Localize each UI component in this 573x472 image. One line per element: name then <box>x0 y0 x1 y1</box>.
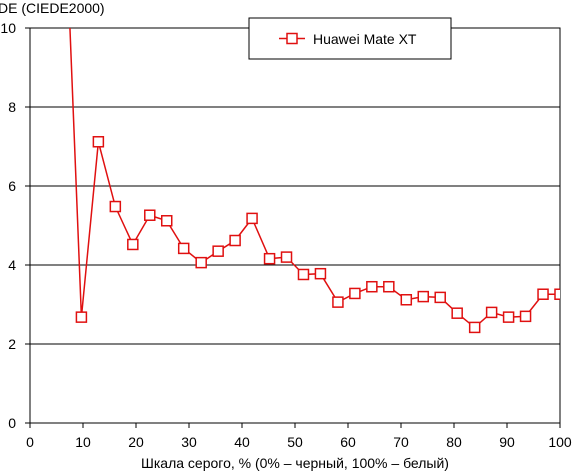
x-tick-label: 10 <box>75 434 91 450</box>
data-point-marker <box>332 296 344 308</box>
legend-marker-swatch <box>286 32 298 45</box>
y-tick-label: 4 <box>8 257 16 273</box>
data-point-marker <box>109 200 122 213</box>
data-point-marker <box>280 251 293 263</box>
x-tick-label: 80 <box>446 434 462 450</box>
x-tick-label: 40 <box>234 434 250 450</box>
legend-label: Huawei Mate XT <box>313 31 417 47</box>
y-tick-label: 0 <box>8 415 16 431</box>
data-point-marker <box>502 311 515 323</box>
data-point-marker <box>127 238 139 251</box>
data-point-marker <box>349 287 361 300</box>
data-point-marker <box>468 321 481 334</box>
data-point-marker <box>195 256 207 269</box>
y-tick-label: 10 <box>0 20 16 36</box>
x-tick-label: 90 <box>499 434 515 450</box>
gridlines <box>30 106 560 345</box>
y-axis-title: DE (CIEDE2000) <box>0 0 105 16</box>
data-point-marker <box>246 212 258 225</box>
data-point-marker <box>144 209 156 221</box>
data-point-marker <box>366 280 378 293</box>
legend: Huawei Mate XT <box>248 17 452 60</box>
data-point-marker <box>417 290 430 303</box>
x-axis-title: Шкала серого, % (0% – черный, 100% – бел… <box>141 455 449 471</box>
data-point-marker <box>451 307 463 319</box>
plot-area-frame <box>29 27 561 424</box>
y-tick-label: 6 <box>8 178 16 194</box>
data-point-marker <box>537 288 549 300</box>
data-point-marker <box>400 294 413 306</box>
x-tick-label: 60 <box>340 434 356 450</box>
y-tick-label: 2 <box>8 336 16 352</box>
data-point-marker <box>160 215 173 227</box>
data-point-marker <box>92 136 105 148</box>
y-tick-label: 8 <box>8 99 16 115</box>
data-point-marker <box>263 252 276 265</box>
x-tick-label: 50 <box>287 434 303 450</box>
data-point-marker <box>383 280 395 293</box>
x-tick-label: 30 <box>181 434 197 450</box>
data-point-marker <box>75 311 88 323</box>
x-tick-label: 100 <box>548 434 572 450</box>
x-tick-label: 20 <box>128 434 144 450</box>
x-tick-label: 0 <box>26 434 34 450</box>
data-point-marker <box>519 310 532 323</box>
data-point-marker <box>434 291 446 304</box>
data-point-marker <box>314 267 327 280</box>
data-point-marker <box>297 268 310 281</box>
data-point-marker <box>177 242 190 255</box>
data-point-marker <box>554 288 560 300</box>
data-point-marker <box>229 234 241 247</box>
data-point-marker <box>485 306 498 319</box>
x-tick-label: 70 <box>393 434 409 450</box>
data-markers <box>75 136 560 334</box>
data-point-marker <box>212 245 224 257</box>
